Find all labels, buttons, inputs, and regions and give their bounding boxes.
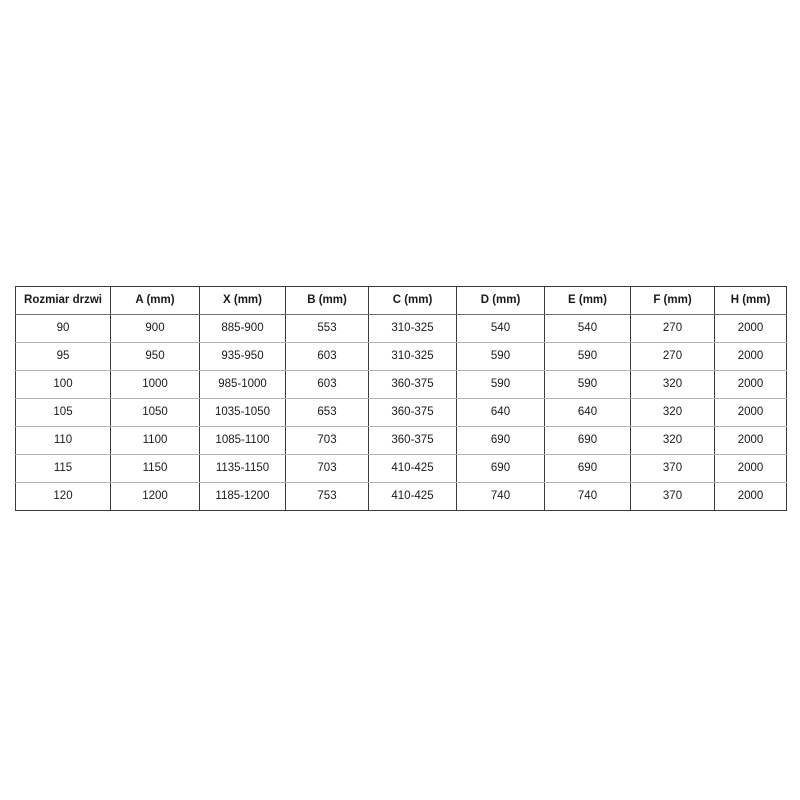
cell-x: 1135-1150 (199, 454, 286, 483)
cell-door-size: 100 (15, 370, 111, 399)
cell-e: 690 (544, 426, 631, 455)
cell-e: 540 (544, 314, 631, 343)
cell-h: 2000 (714, 426, 787, 455)
table-body: 90 900 885-900 553 310-325 540 540 270 2… (15, 314, 787, 511)
column-header-h: H (mm) (714, 286, 787, 315)
cell-door-size: 120 (15, 482, 111, 511)
cell-c: 410-425 (368, 482, 457, 511)
table-row: 95 950 935-950 603 310-325 590 590 270 2… (15, 342, 787, 371)
cell-a: 950 (110, 342, 200, 371)
cell-x: 885-900 (199, 314, 286, 343)
cell-a: 900 (110, 314, 200, 343)
table-row: 120 1200 1185-1200 753 410-425 740 740 3… (15, 482, 787, 511)
table-row: 115 1150 1135-1150 703 410-425 690 690 3… (15, 454, 787, 483)
column-header-f: F (mm) (630, 286, 715, 315)
cell-d: 590 (456, 370, 545, 399)
cell-f: 320 (630, 426, 715, 455)
cell-d: 540 (456, 314, 545, 343)
cell-h: 2000 (714, 370, 787, 399)
cell-b: 653 (285, 398, 369, 427)
cell-f: 270 (630, 314, 715, 343)
cell-c: 310-325 (368, 314, 457, 343)
cell-e: 590 (544, 342, 631, 371)
cell-e: 590 (544, 370, 631, 399)
cell-x: 935-950 (199, 342, 286, 371)
cell-h: 2000 (714, 398, 787, 427)
cell-a: 1050 (110, 398, 200, 427)
door-dimensions-table: Rozmiar drzwi A (mm) X (mm) B (mm) C (mm… (15, 286, 787, 511)
table-row: 110 1100 1085-1100 703 360-375 690 690 3… (15, 426, 787, 455)
cell-b: 553 (285, 314, 369, 343)
cell-e: 740 (544, 482, 631, 511)
cell-f: 320 (630, 370, 715, 399)
cell-h: 2000 (714, 314, 787, 343)
column-header-b: B (mm) (285, 286, 369, 315)
cell-e: 640 (544, 398, 631, 427)
cell-door-size: 105 (15, 398, 111, 427)
cell-d: 640 (456, 398, 545, 427)
cell-x: 1185-1200 (199, 482, 286, 511)
cell-b: 603 (285, 370, 369, 399)
cell-h: 2000 (714, 454, 787, 483)
cell-b: 703 (285, 426, 369, 455)
cell-a: 1200 (110, 482, 200, 511)
cell-f: 370 (630, 482, 715, 511)
cell-b: 753 (285, 482, 369, 511)
cell-f: 270 (630, 342, 715, 371)
cell-d: 590 (456, 342, 545, 371)
cell-f: 370 (630, 454, 715, 483)
column-header-door-size: Rozmiar drzwi (15, 286, 111, 315)
cell-c: 360-375 (368, 370, 457, 399)
cell-c: 310-325 (368, 342, 457, 371)
cell-a: 1100 (110, 426, 200, 455)
column-header-e: E (mm) (544, 286, 631, 315)
column-header-c: C (mm) (368, 286, 457, 315)
cell-x: 1035-1050 (199, 398, 286, 427)
cell-d: 740 (456, 482, 545, 511)
cell-e: 690 (544, 454, 631, 483)
column-header-a: A (mm) (110, 286, 200, 315)
cell-door-size: 115 (15, 454, 111, 483)
cell-x: 985-1000 (199, 370, 286, 399)
table-header: Rozmiar drzwi A (mm) X (mm) B (mm) C (mm… (15, 286, 787, 315)
cell-c: 360-375 (368, 426, 457, 455)
cell-h: 2000 (714, 482, 787, 511)
cell-b: 603 (285, 342, 369, 371)
cell-a: 1000 (110, 370, 200, 399)
table-header-row: Rozmiar drzwi A (mm) X (mm) B (mm) C (mm… (15, 286, 787, 315)
cell-door-size: 110 (15, 426, 111, 455)
table-row: 105 1050 1035-1050 653 360-375 640 640 3… (15, 398, 787, 427)
column-header-d: D (mm) (456, 286, 545, 315)
cell-x: 1085-1100 (199, 426, 286, 455)
cell-door-size: 90 (15, 314, 111, 343)
cell-door-size: 95 (15, 342, 111, 371)
specification-sheet: Rozmiar drzwi A (mm) X (mm) B (mm) C (mm… (15, 286, 787, 511)
table-row: 90 900 885-900 553 310-325 540 540 270 2… (15, 314, 787, 343)
cell-a: 1150 (110, 454, 200, 483)
cell-h: 2000 (714, 342, 787, 371)
cell-c: 360-375 (368, 398, 457, 427)
cell-f: 320 (630, 398, 715, 427)
cell-d: 690 (456, 426, 545, 455)
column-header-x: X (mm) (199, 286, 286, 315)
cell-b: 703 (285, 454, 369, 483)
cell-c: 410-425 (368, 454, 457, 483)
table-row: 100 1000 985-1000 603 360-375 590 590 32… (15, 370, 787, 399)
cell-d: 690 (456, 454, 545, 483)
